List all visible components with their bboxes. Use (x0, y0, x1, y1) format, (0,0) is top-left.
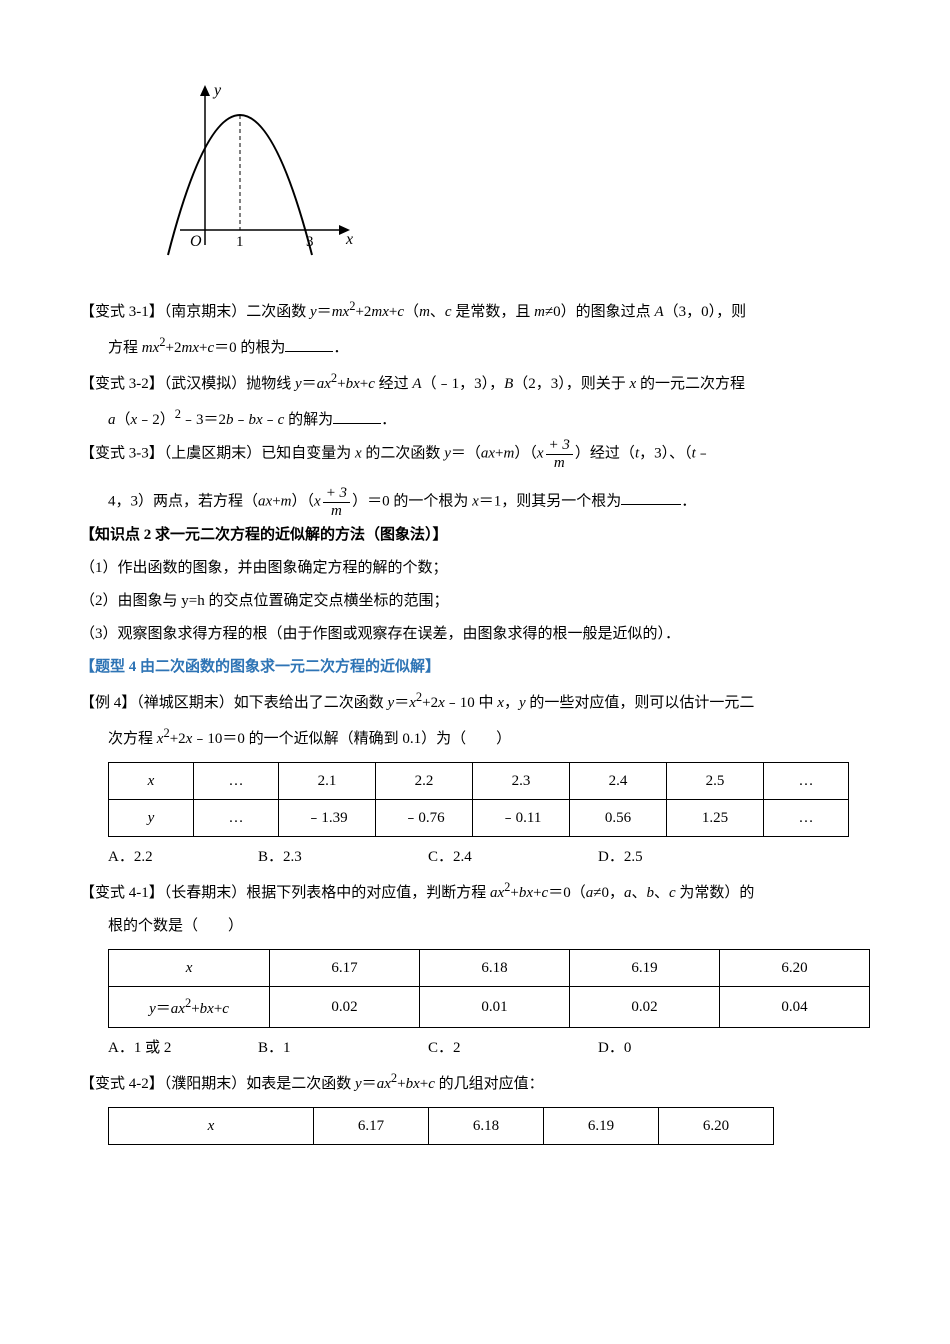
option-a[interactable]: A．1 或 2 (108, 1032, 258, 1065)
option-d[interactable]: D．2.5 (598, 841, 643, 874)
option-b[interactable]: B．1 (258, 1032, 428, 1065)
options-2: A．1 或 2 B．1 C．2 D．0 (108, 1032, 870, 1065)
example-4-line2: 次方程 x2+2x﹣10＝0 的一个近似解（精确到 0.1）为（ ） (80, 720, 870, 756)
variant-3-1-line2: 方程 mx2+2mx+c＝0 的根为． (80, 329, 870, 365)
variant-4-1: 【变式 4-1】（长春期末）根据下列表格中的对应值，判断方程 ax2+bx+c＝… (80, 874, 870, 910)
axis-x-label: x (345, 231, 353, 248)
kp2-item3: （3）观察图象求得方程的根（由于作图或观察存在误差，由图象求得的根一般是近似的）… (80, 618, 870, 651)
tick-1: 1 (236, 234, 244, 250)
option-b[interactable]: B．2.3 (258, 841, 428, 874)
table-row: y＝ax2+bx+c 0.02 0.01 0.02 0.04 (109, 987, 870, 1028)
option-d[interactable]: D．0 (598, 1032, 631, 1065)
table-3: x 6.17 6.18 6.19 6.20 (108, 1107, 774, 1145)
type-4-title: 【题型 4 由二次函数的图象求一元二次方程的近似解】 (80, 651, 870, 684)
table-row: x … 2.1 2.2 2.3 2.4 2.5 … (109, 763, 849, 800)
option-c[interactable]: C．2.4 (428, 841, 598, 874)
option-c[interactable]: C．2 (428, 1032, 598, 1065)
variant-4-2: 【变式 4-2】（濮阳期末）如表是二次函数 y＝ax2+bx+c 的几组对应值： (80, 1065, 870, 1101)
table-1: x … 2.1 2.2 2.3 2.4 2.5 … y … ﹣1.39 ﹣0.7… (108, 762, 849, 837)
variant-3-1: 【变式 3-1】（南京期末）二次函数 y＝mx2+2mx+c（m、c 是常数，且… (80, 293, 870, 329)
variant-3-3-line2: 4，3）两点，若方程（ax+m）（x+ 3m）＝0 的一个根为 x＝1，则其另一… (80, 485, 870, 519)
axis-y-label: y (212, 82, 222, 99)
variant-4-1-line2: 根的个数是（ ） (80, 910, 870, 943)
example-4: 【例 4】（禅城区期末）如下表给出了二次函数 y＝x2+2x﹣10 中 x，y … (80, 684, 870, 720)
option-a[interactable]: A．2.2 (108, 841, 258, 874)
kp2-item1: （1）作出函数的图象，并由图象确定方程的解的个数； (80, 552, 870, 585)
kp2-item2: （2）由图象与 y=h 的交点位置确定交点横坐标的范围； (80, 585, 870, 618)
origin-label: O (190, 233, 202, 250)
variant-3-2-line2: a（x﹣2）2﹣3＝2b﹣bx﹣c 的解为． (80, 401, 870, 437)
variant-3-2: 【变式 3-2】（武汉模拟）抛物线 y＝ax2+bx+c 经过 A（﹣1，3），… (80, 365, 870, 401)
table-row: x 6.17 6.18 6.19 6.20 (109, 950, 870, 987)
knowledge-point-2-title: 【知识点 2 求一元二次方程的近似解的方法（图象法）】 (80, 519, 870, 552)
options-1: A．2.2 B．2.3 C．2.4 D．2.5 (108, 841, 870, 874)
parabola-graph: y x O 1 3 (150, 80, 870, 283)
table-row: x 6.17 6.18 6.19 6.20 (109, 1108, 774, 1145)
variant-3-3: 【变式 3-3】（上虞区期末）已知自变量为 x 的二次函数 y＝（ax+m）（x… (80, 437, 870, 471)
table-row: y … ﹣1.39 ﹣0.76 ﹣0.11 0.56 1.25 … (109, 800, 849, 837)
table-2: x 6.17 6.18 6.19 6.20 y＝ax2+bx+c 0.02 0.… (108, 949, 870, 1028)
